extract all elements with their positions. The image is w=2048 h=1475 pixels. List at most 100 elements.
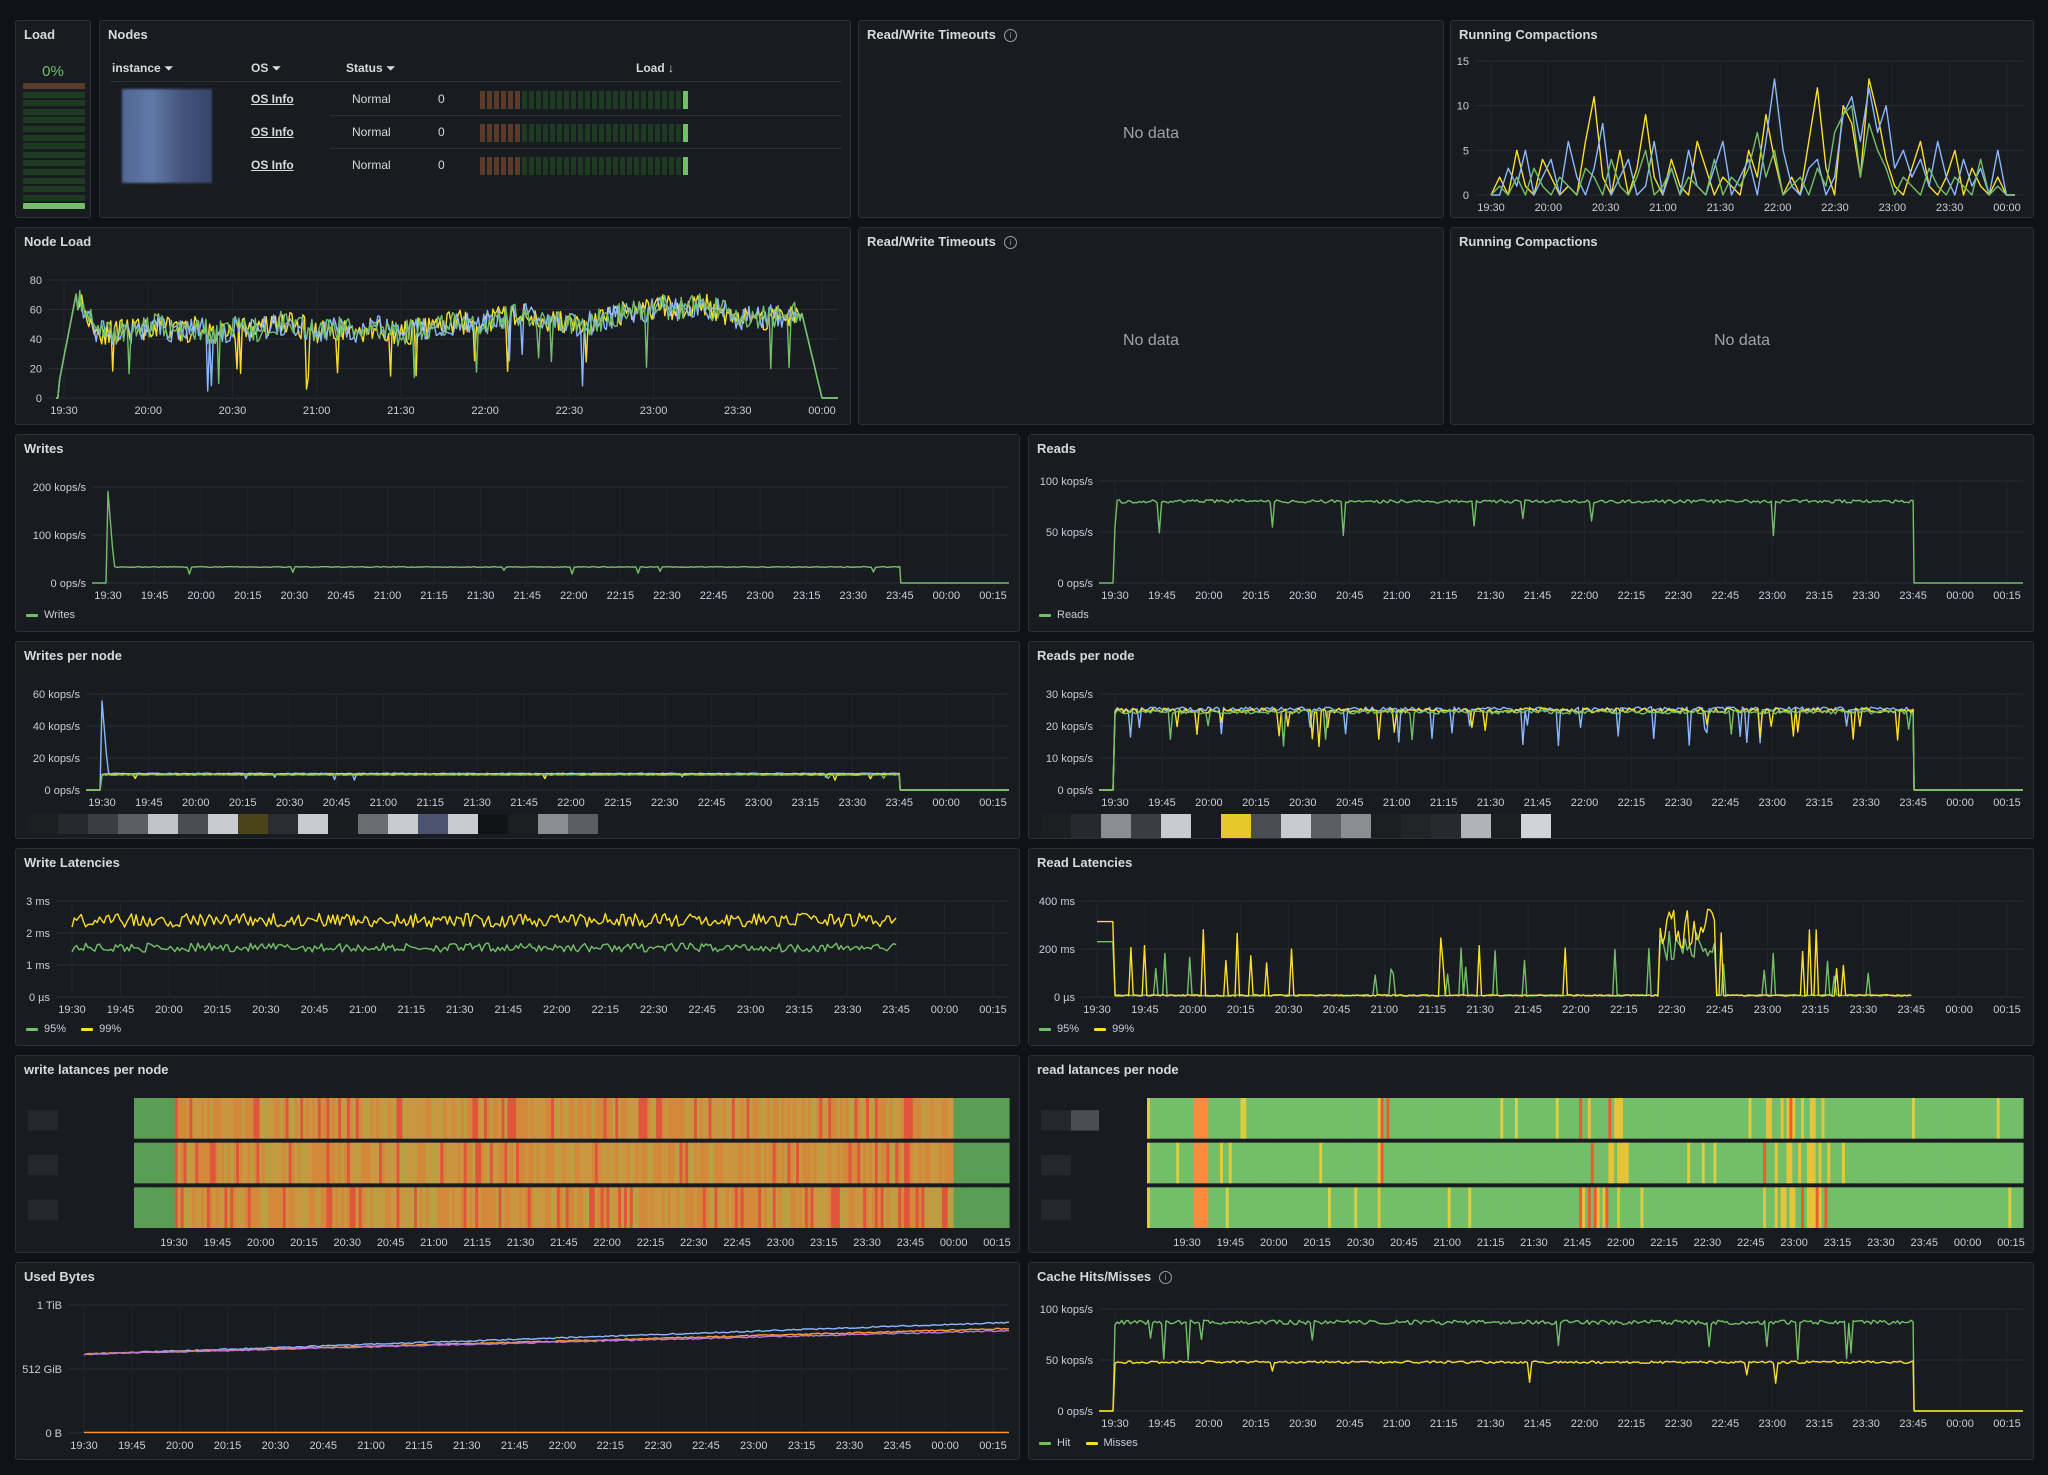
heatmap-cell — [1900, 1187, 1904, 1228]
legend-blur-block — [1101, 814, 1131, 838]
heatmap-cell — [1605, 1142, 1609, 1184]
heatmap-cell — [309, 1098, 313, 1139]
heatmap-cell — [1970, 1098, 1974, 1139]
sort-down-icon[interactable]: ↓ — [668, 61, 675, 75]
heatmap-cell — [1491, 1142, 1496, 1184]
os-info-link[interactable]: OS Info — [251, 125, 294, 139]
gauge-segment — [543, 157, 548, 175]
gauge-segment — [23, 108, 85, 115]
heatmap-cell — [1403, 1142, 1408, 1184]
heatmap-cell — [892, 1142, 896, 1184]
heatmap-cell — [142, 1098, 147, 1139]
heatmap-cell — [1403, 1098, 1408, 1139]
filter-icon[interactable]: ⏷ — [386, 61, 396, 75]
filter-icon[interactable]: ⏷ — [271, 61, 282, 75]
x-tick-label: 19:45 — [1148, 590, 1176, 602]
heatmap-cell — [1830, 1187, 1834, 1228]
heatmap-cell — [1847, 1187, 1852, 1228]
legend-item[interactable]: 99% — [1094, 1023, 1134, 1035]
heatmap-cell — [1217, 1098, 1221, 1139]
x-tick-label: 22:45 — [688, 1004, 716, 1016]
heatmap-cell — [1541, 1142, 1545, 1184]
heatmap-cell — [1176, 1187, 1180, 1228]
x-tick-label: 20:15 — [290, 1237, 318, 1249]
heatmap-cell — [1786, 1142, 1790, 1184]
legend-item[interactable]: Misses — [1085, 1437, 1138, 1449]
heatmap-cell — [930, 1187, 934, 1228]
heatmap-cell — [1287, 1142, 1291, 1184]
heatmap-cell — [174, 1142, 179, 1184]
legend-item[interactable]: Hit — [1039, 1437, 1070, 1449]
info-icon[interactable]: i — [1003, 236, 1017, 249]
col-os[interactable]: OS ⏷ — [251, 61, 282, 75]
reads-per-node-chart[interactable]: 0 ops/s10 kops/s20 kops/s30 kops/s19:30 1… — [1029, 642, 2034, 839]
heatmap-cell — [1476, 1098, 1481, 1139]
x-tick-label: 21:00 — [1433, 1237, 1461, 1249]
heatmap-cell — [571, 1187, 576, 1228]
heatmap-cell — [440, 1187, 444, 1228]
heatmap-cell — [1701, 1142, 1706, 1184]
write-latency-heatmap[interactable]: 19:30 19:45 20:00 20:15 20:30 20:45 21:00 21:15… — [16, 1056, 1020, 1253]
heatmap-cell — [953, 1098, 958, 1139]
read-latency-heatmap[interactable]: 19:30 19:45 20:00 20:15 20:30 20:45 21:00 21:15… — [1029, 1056, 2034, 1253]
col-load[interactable]: Load ↓ — [636, 61, 675, 75]
legend-item[interactable]: Reads — [1039, 609, 1089, 621]
heatmap-cell — [1304, 1142, 1309, 1184]
y-tick-label: 20 — [30, 364, 42, 376]
heatmap-cell — [1658, 1142, 1662, 1184]
heatmap-cell — [877, 1098, 882, 1139]
heatmap-cell — [166, 1142, 170, 1184]
col-status[interactable]: Status ⏷ — [346, 61, 396, 75]
heatmap-cell — [1173, 1142, 1177, 1184]
heatmap-cell — [874, 1098, 879, 1139]
writes-per-node-chart[interactable]: 0 ops/s20 kops/s40 kops/s60 kops/s19:30 1… — [16, 642, 1020, 839]
col-instance[interactable]: instance ⏷ — [112, 61, 174, 75]
heatmap-cell — [1222, 1098, 1227, 1139]
legend-item[interactable]: Writes — [26, 609, 75, 621]
heatmap-cell — [510, 1187, 514, 1228]
info-icon[interactable]: i — [1159, 1271, 1173, 1284]
heatmap-cell — [1640, 1142, 1644, 1184]
heatmap-cell — [816, 1098, 821, 1139]
heatmap-cell — [1287, 1098, 1291, 1139]
heatmap-cell — [1427, 1098, 1431, 1139]
heatmap-cell — [962, 1142, 966, 1184]
legend-item[interactable]: 95% — [1039, 1023, 1079, 1035]
heatmap-cell — [265, 1187, 269, 1228]
info-icon[interactable]: i — [1003, 29, 1017, 42]
heatmap-cell — [545, 1098, 549, 1139]
heatmap-cell — [250, 1098, 255, 1139]
os-info-link[interactable]: OS Info — [251, 92, 294, 106]
heatmap-cell — [1853, 1098, 1858, 1139]
legend-item[interactable]: 95% — [26, 1023, 66, 1035]
heatmap-cell — [548, 1098, 552, 1139]
heatmap-cell — [1879, 1187, 1884, 1228]
y-tick-label: 1 TiB — [37, 1300, 62, 1312]
x-tick-label: 23:30 — [853, 1237, 881, 1249]
instance-blurred — [122, 89, 212, 183]
heatmap-cell — [909, 1142, 914, 1184]
heatmap-cell — [1208, 1187, 1212, 1228]
os-info-link[interactable]: OS Info — [251, 158, 294, 172]
heatmap-cell — [708, 1187, 713, 1228]
heatmap-cell — [405, 1142, 409, 1184]
heatmap-cell — [1222, 1142, 1227, 1184]
heatmap-cell — [825, 1187, 829, 1228]
heatmap-cell — [717, 1187, 721, 1228]
gauge-segment — [620, 157, 625, 175]
heatmap-cell — [171, 1187, 176, 1228]
legend-item[interactable]: 99% — [81, 1023, 121, 1035]
heatmap-cell — [1909, 1187, 1913, 1228]
legend: 95% 99% — [26, 1023, 133, 1035]
filter-icon[interactable]: ⏷ — [164, 61, 174, 75]
heatmap-cell — [1161, 1142, 1166, 1184]
heatmap-cell — [1184, 1098, 1189, 1139]
